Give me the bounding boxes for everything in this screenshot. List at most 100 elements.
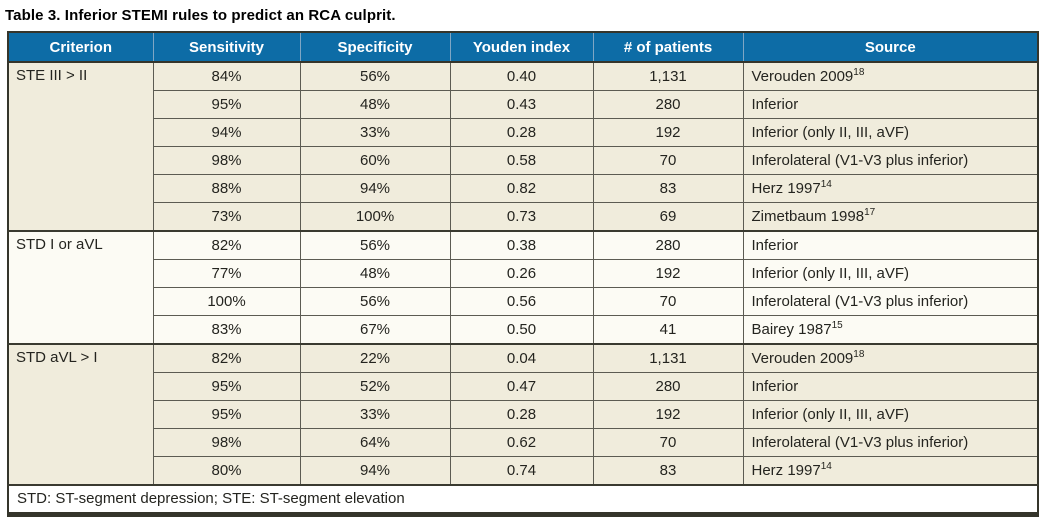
column-header-sensitivity: Sensitivity [152, 32, 300, 63]
source-cell: Inferior [742, 90, 1039, 119]
specificity-cell: 94% [299, 456, 451, 486]
specificity-cell: 48% [299, 259, 451, 288]
sensitivity-cell: 83% [152, 315, 301, 345]
specificity-cell: 48% [299, 90, 451, 119]
citation-superscript: 18 [853, 348, 865, 360]
column-header-source: Source [742, 32, 1038, 63]
sensitivity-cell: 95% [152, 90, 301, 119]
table-row: 95% 52% 0.47 280 Inferior [8, 372, 1039, 401]
sensitivity-cell: 73% [152, 202, 301, 232]
specificity-cell: 56% [299, 61, 451, 91]
source-cell: Verouden 200918 [742, 343, 1039, 373]
youden-cell: 0.28 [449, 118, 594, 147]
sensitivity-cell: 82% [152, 230, 301, 260]
youden-cell: 0.43 [449, 90, 594, 119]
source-cell: Zimetbaum 199817 [742, 202, 1039, 232]
table-row: 98% 64% 0.62 70 Inferolateral (V1-V3 plus in… [8, 428, 1039, 457]
sensitivity-cell: 88% [152, 174, 301, 203]
criterion-cell: STD I or aVL [7, 230, 154, 345]
table-row: 94% 33% 0.28 192 Inferior (only II, III, aVF… [8, 118, 1039, 147]
table-row: STD I or aVL 82% 56% 0.38 280 Inferior [7, 230, 1039, 345]
youden-cell: 0.04 [449, 343, 594, 373]
specificity-cell: 56% [299, 230, 451, 260]
criterion-cell: STD aVL > I [7, 343, 154, 486]
specificity-cell: 100% [299, 202, 451, 232]
youden-cell: 0.74 [449, 456, 594, 486]
table-row: 77% 48% 0.26 192 Inferior (only II, III, aVF… [8, 259, 1039, 288]
patients-cell: 1,131 [592, 343, 744, 373]
youden-cell: 0.38 [449, 230, 594, 260]
specificity-cell: 67% [299, 315, 451, 345]
column-header-specificity: Specificity [299, 32, 450, 63]
youden-cell: 0.50 [449, 315, 594, 345]
youden-cell: 0.47 [449, 372, 594, 401]
youden-cell: 0.58 [449, 146, 594, 175]
table-title: Table 3. Inferior STEMI rules to predict… [5, 7, 396, 24]
table-row: 88% 94% 0.82 83 Herz 199714 [8, 174, 1039, 203]
sensitivity-cell: 80% [152, 456, 301, 486]
table-row: 83% 67% 0.50 41 Bairey 198715 [8, 315, 1039, 345]
youden-cell: 0.28 [449, 400, 594, 429]
source-cell: Inferior (only II, III, aVF) [742, 400, 1039, 429]
specificity-cell: 52% [299, 372, 451, 401]
table-body: STE III > II 84% 56% 0.40 1,131 Verouden 2009… [7, 61, 1039, 486]
patients-cell: 70 [592, 146, 744, 175]
patients-cell: 192 [592, 118, 744, 147]
source-cell: Inferolateral (V1-V3 plus inferior) [742, 428, 1039, 457]
specificity-cell: 22% [299, 343, 451, 373]
source-cell: Inferior [742, 372, 1039, 401]
patients-cell: 192 [592, 259, 744, 288]
patients-cell: 83 [592, 456, 744, 486]
youden-cell: 0.82 [449, 174, 594, 203]
source-cell: Herz 199714 [742, 174, 1039, 203]
youden-cell: 0.40 [449, 61, 594, 91]
patients-cell: 83 [592, 174, 744, 203]
source-cell: Herz 199714 [742, 456, 1039, 486]
source-cell: Verouden 200918 [742, 61, 1039, 91]
table-row: 95% 48% 0.43 280 Inferior [8, 90, 1039, 119]
source-cell: Inferior [742, 230, 1039, 260]
sensitivity-cell: 94% [152, 118, 301, 147]
sensitivity-cell: 77% [152, 259, 301, 288]
specificity-cell: 94% [299, 174, 451, 203]
specificity-cell: 33% [299, 118, 451, 147]
specificity-cell: 60% [299, 146, 451, 175]
citation-superscript: 17 [864, 206, 876, 218]
patients-cell: 280 [592, 230, 744, 260]
table-row: 98% 60% 0.58 70 Inferolateral (V1-V3 plus in… [8, 146, 1039, 175]
patients-cell: 41 [592, 315, 744, 345]
youden-cell: 0.56 [449, 287, 594, 316]
youden-cell: 0.62 [449, 428, 594, 457]
specificity-cell: 56% [299, 287, 451, 316]
patients-cell: 1,131 [592, 61, 744, 91]
source-cell: Inferolateral (V1-V3 plus inferior) [742, 146, 1039, 175]
table-row: STE III > II 84% 56% 0.40 1,131 Verouden 2009… [7, 61, 1039, 232]
column-header-criterion: Criterion [8, 32, 153, 63]
sensitivity-cell: 95% [152, 372, 301, 401]
header-row: Criterion Sensitivity Specificity Youden in… [8, 32, 1038, 63]
patients-cell: 70 [592, 428, 744, 457]
specificity-cell: 64% [299, 428, 451, 457]
footnote: STD: ST-segment depression; STE: ST-segm… [7, 484, 1039, 515]
sensitivity-cell: 100% [152, 287, 301, 316]
table-row: 80% 94% 0.74 83 Herz 199714 [8, 456, 1039, 486]
criterion-cell: STE III > II [7, 61, 154, 232]
citation-superscript: 14 [820, 460, 832, 472]
sensitivity-cell: 98% [152, 428, 301, 457]
patients-cell: 192 [592, 400, 744, 429]
sensitivity-cell: 95% [152, 400, 301, 429]
patients-cell: 280 [592, 372, 744, 401]
sensitivity-cell: 98% [152, 146, 301, 175]
citation-superscript: 14 [820, 178, 832, 190]
column-header-of-patients: # of patients [592, 32, 743, 63]
patients-cell: 280 [592, 90, 744, 119]
column-header-youden-index: Youden index [449, 32, 593, 63]
patients-cell: 69 [592, 202, 744, 232]
stemi-rules-table: Criterion Sensitivity Specificity Youden in… [7, 31, 1039, 517]
sensitivity-cell: 84% [152, 61, 301, 91]
table-footer: STD: ST-segment depression; STE: ST-segm… [7, 484, 1039, 515]
patients-cell: 70 [592, 287, 744, 316]
youden-cell: 0.26 [449, 259, 594, 288]
table-row: STD aVL > I 82% 22% 0.04 1,131 Verouden 20091… [7, 343, 1039, 486]
